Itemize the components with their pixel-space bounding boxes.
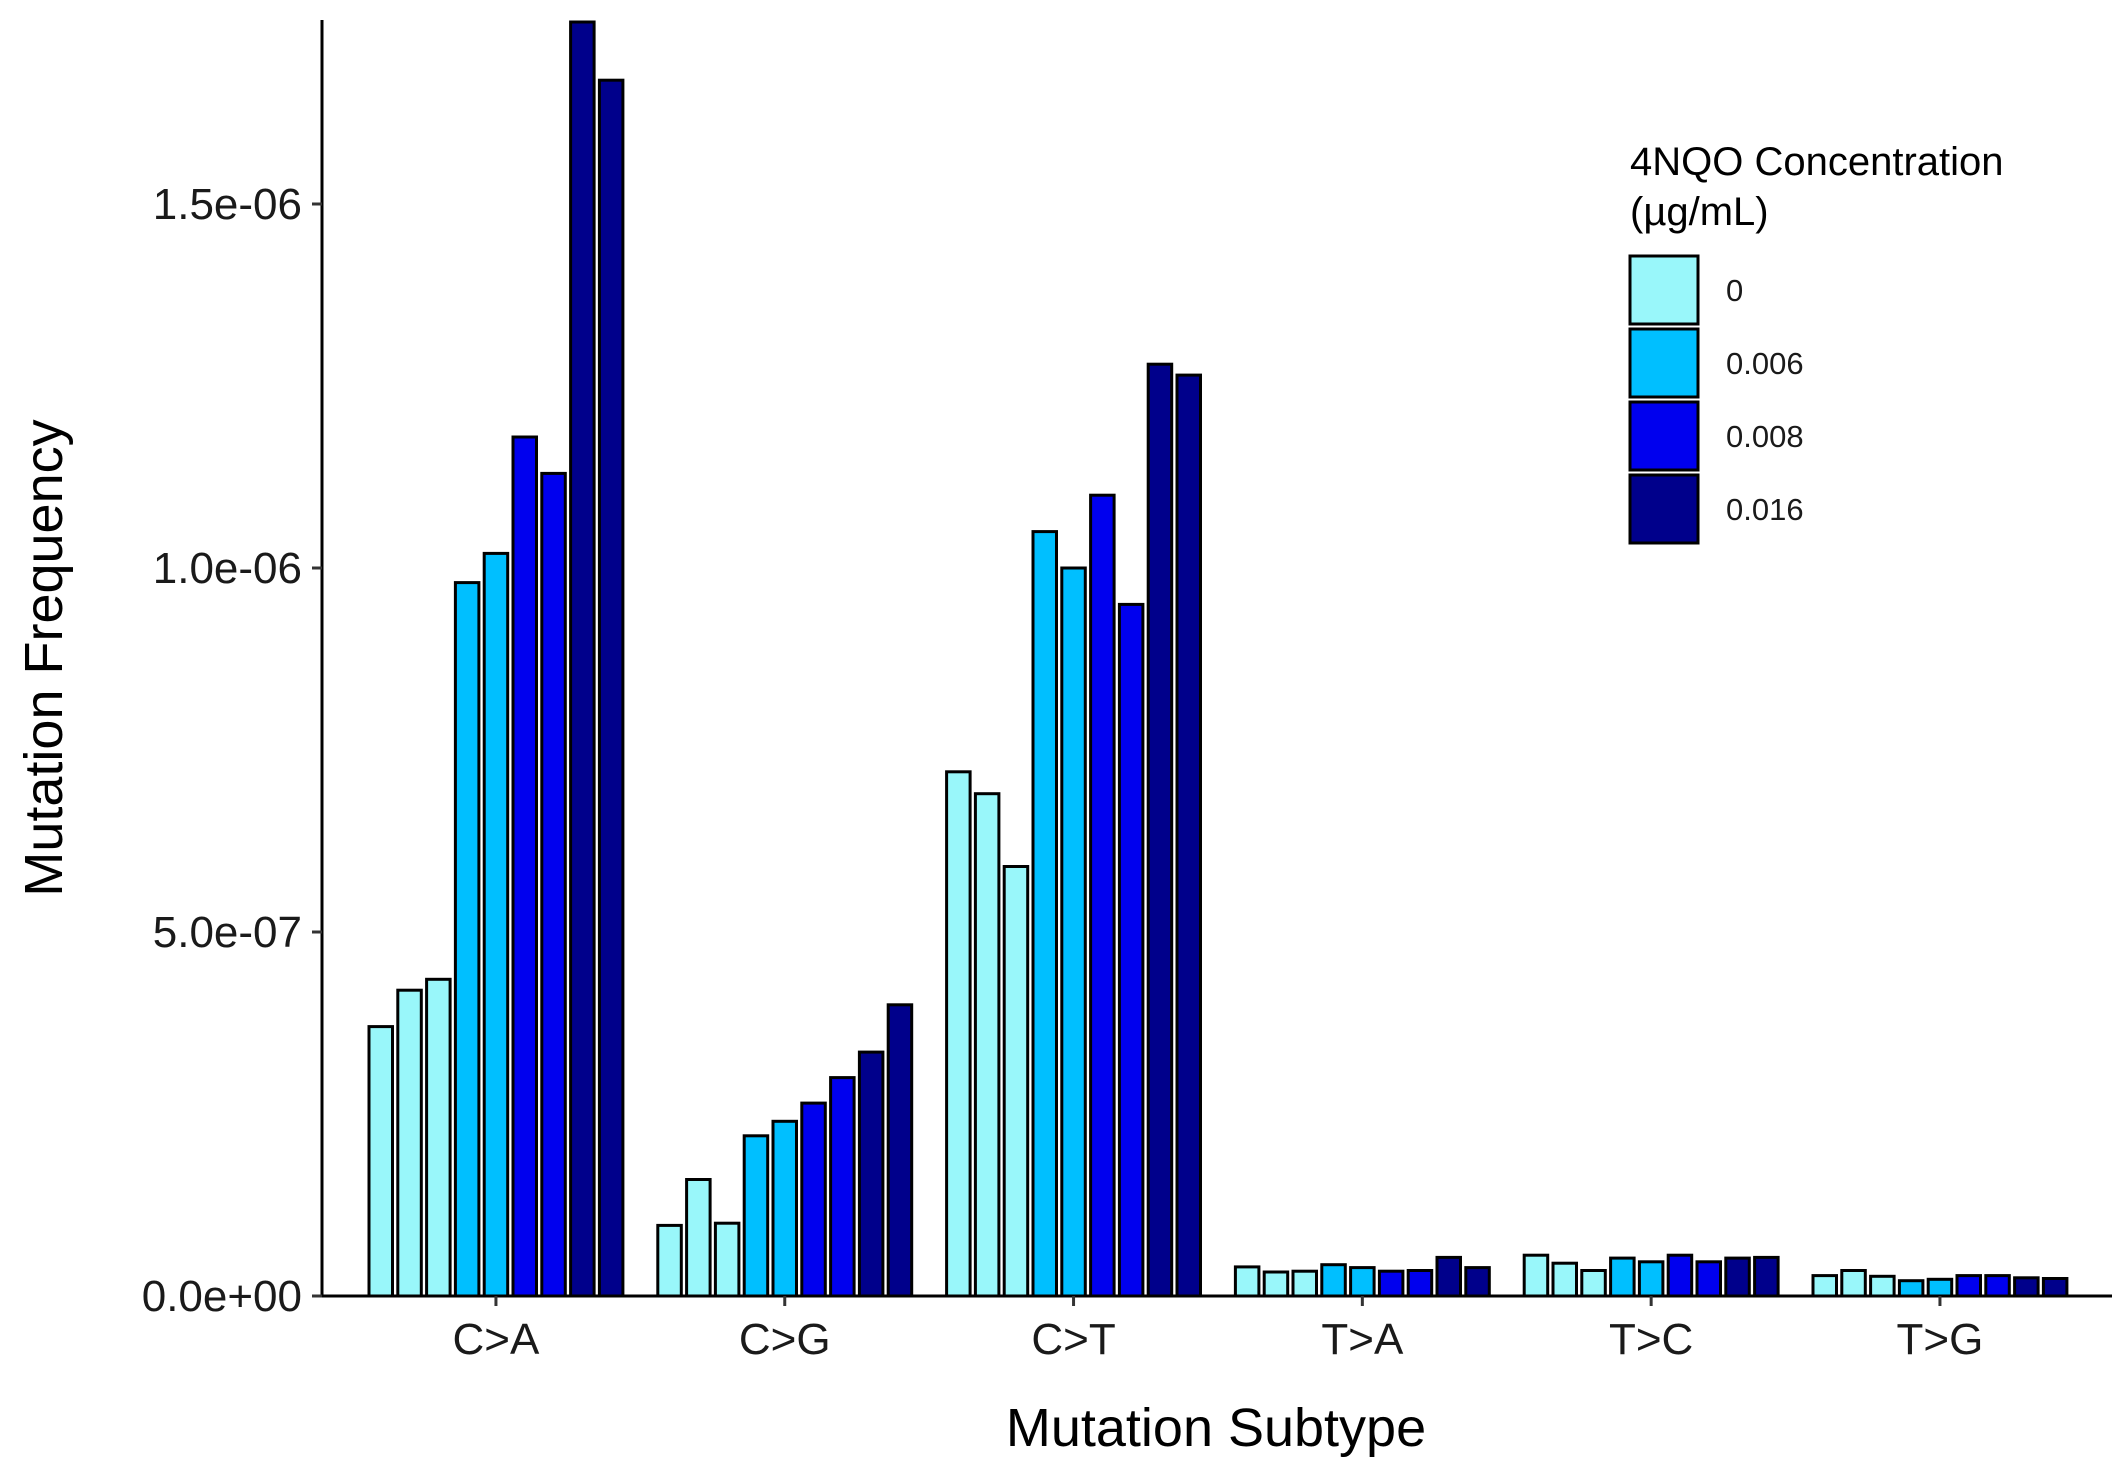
bar-T-G-conc-0.006-rep-1 [1897, 1279, 1925, 1298]
bar-C-T-conc-0.008-rep-1 [1089, 493, 1116, 1298]
x-axis-title: Mutation Subtype [1006, 1398, 1426, 1458]
bar-T-A-conc-0.006-rep-1 [1320, 1263, 1347, 1298]
x-tick-label: C>G [739, 1315, 831, 1364]
x-tick-label: C>T [1031, 1315, 1115, 1364]
bar-T-C-conc-0.008-rep-2 [1695, 1260, 1722, 1298]
bar-T-A-conc-0-rep-3 [1291, 1269, 1318, 1298]
bar-T-C-conc-0-rep-2 [1551, 1261, 1578, 1298]
y-tick-label: 5.0e-07 [153, 908, 302, 957]
bar-T-G-conc-0.008-rep-2 [1984, 1274, 2011, 1298]
bar-T-A-conc-0.006-rep-2 [1349, 1266, 1376, 1298]
bar-T-A-conc-0.008-rep-1 [1377, 1269, 1405, 1298]
bar-C-T-conc-0-rep-1 [945, 770, 972, 1298]
y-tick-label: 1.5e-06 [153, 180, 302, 229]
bar-T-A-conc-0-rep-2 [1262, 1270, 1290, 1298]
x-tick-label: T>C [1609, 1315, 1693, 1364]
bar-T-A-conc-0-rep-1 [1233, 1265, 1261, 1298]
y-tick-label: 1.0e-06 [153, 544, 302, 593]
legend-key-0.008 [1628, 400, 1700, 472]
bar-T-G-conc-0-rep-3 [1869, 1274, 1896, 1298]
bar-C-A-conc-0.008-rep-2 [540, 471, 567, 1298]
bar-C-T-conc-0.006-rep-1 [1031, 530, 1058, 1298]
bar-C-A-conc-0.008-rep-1 [511, 435, 538, 1298]
bar-C-A-conc-0.006-rep-1 [453, 581, 481, 1298]
y-tick-label: 0.0e+00 [142, 1272, 302, 1321]
bar-T-G-conc-0-rep-2 [1840, 1269, 1867, 1298]
x-tick-label: C>A [453, 1315, 540, 1364]
bar-C-G-conc-0.006-rep-1 [742, 1134, 770, 1298]
bar-C-A-conc-0.016-rep-1 [569, 20, 596, 1298]
bar-C-A-conc-0-rep-2 [396, 988, 423, 1298]
bar-C-T-conc-0-rep-2 [973, 792, 1001, 1298]
bar-T-C-conc-0-rep-3 [1580, 1269, 1607, 1298]
bar-C-G-conc-0.008-rep-1 [800, 1101, 827, 1298]
bar-C-G-conc-0.006-rep-2 [771, 1119, 798, 1298]
bar-T-G-conc-0.016-rep-2 [2041, 1277, 2069, 1298]
legend-key-0 [1628, 254, 1700, 326]
x-tick-label: T>A [1321, 1315, 1404, 1364]
legend-title-line-2: (µg/mL) [1630, 190, 1769, 234]
legend: 4NQO Concentration (µg/mL) 0 0.006 0.008 0.… [1628, 140, 2004, 545]
legend-label: 0 [1726, 273, 1743, 308]
bar-T-G-conc-0-rep-1 [1811, 1274, 1838, 1298]
legend-items: 0 0.006 0.008 0.016 [1628, 254, 1804, 545]
bar-C-A-conc-0-rep-1 [367, 1025, 394, 1298]
legend-label: 0.016 [1726, 492, 1804, 527]
legend-key-0.016 [1628, 473, 1700, 545]
bar-C-T-conc-0.006-rep-2 [1060, 566, 1087, 1298]
bar-C-T-conc-0-rep-3 [1002, 865, 1030, 1298]
bar-T-C-conc-0.016-rep-2 [1753, 1255, 1780, 1298]
bar-T-G-conc-0.008-rep-1 [1955, 1274, 1982, 1298]
y-axis-title: Mutation Frequency [14, 419, 74, 896]
bar-T-G-conc-0.006-rep-2 [1926, 1277, 1954, 1298]
bar-C-G-conc-0.008-rep-2 [829, 1076, 856, 1298]
bar-T-G-conc-0.016-rep-1 [2013, 1276, 2040, 1298]
bar-T-C-conc-0.008-rep-1 [1666, 1253, 1694, 1298]
bar-C-G-conc-0-rep-3 [713, 1221, 741, 1298]
tick-layer: 0.0e+00 5.0e-07 1.0e-06 1.5e-06 C>A C>G C>T T>A… [142, 180, 1984, 1364]
bars-layer [367, 20, 2069, 1298]
bar-C-G-conc-0.016-rep-2 [886, 1003, 914, 1298]
bar-C-T-conc-0.016-rep-1 [1146, 362, 1174, 1298]
bar-T-A-conc-0.008-rep-2 [1406, 1269, 1434, 1298]
bar-T-A-conc-0.016-rep-1 [1435, 1255, 1462, 1298]
bar-C-T-conc-0.016-rep-2 [1175, 373, 1202, 1298]
bar-T-C-conc-0.006-rep-1 [1609, 1256, 1636, 1298]
bar-T-C-conc-0-rep-1 [1522, 1253, 1550, 1298]
legend-key-0.006 [1628, 327, 1700, 399]
bar-T-C-conc-0.016-rep-1 [1724, 1256, 1751, 1298]
bar-C-G-conc-0-rep-1 [656, 1223, 683, 1298]
axes-layer [320, 20, 2112, 1298]
legend-title-line-1: 4NQO Concentration [1630, 140, 2004, 184]
bar-C-G-conc-0-rep-2 [685, 1178, 712, 1298]
bar-C-T-conc-0.008-rep-2 [1117, 602, 1145, 1298]
legend-label: 0.006 [1726, 346, 1804, 381]
legend-label: 0.008 [1726, 419, 1804, 454]
bar-C-A-conc-0.006-rep-2 [482, 551, 510, 1298]
x-tick-label: T>G [1897, 1315, 1984, 1364]
bar-C-A-conc-0.016-rep-2 [597, 78, 625, 1298]
bar-T-C-conc-0.006-rep-2 [1637, 1260, 1665, 1298]
bar-C-A-conc-0-rep-3 [425, 977, 452, 1298]
bar-C-G-conc-0.016-rep-1 [857, 1050, 885, 1298]
bar-T-A-conc-0.016-rep-2 [1464, 1266, 1491, 1298]
